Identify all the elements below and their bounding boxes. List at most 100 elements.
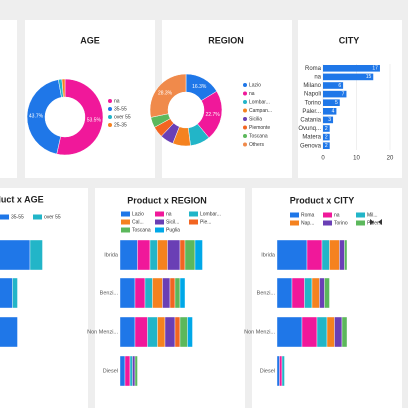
y-tick-label: Non Menzi... — [87, 329, 118, 335]
bar-segment — [304, 277, 313, 309]
legend-label: Mil... — [367, 212, 378, 218]
bar-segment — [129, 355, 133, 387]
legend-swatch — [121, 211, 130, 217]
data-label: 2 — [325, 143, 328, 149]
data-label: 17 — [372, 66, 378, 72]
bar-segment — [157, 316, 166, 348]
bar — [323, 133, 330, 141]
data-label: 4 — [332, 109, 335, 115]
bar-segment — [276, 316, 303, 348]
legend-swatch — [108, 115, 112, 119]
bar-segment — [119, 239, 138, 271]
bar-segment — [132, 355, 136, 387]
data-label: 16.3% — [192, 84, 207, 90]
legend-swatch — [108, 99, 112, 103]
legend-swatch — [33, 214, 42, 220]
y-tick-label: Milano — [303, 83, 321, 89]
bar-segment — [164, 316, 176, 348]
legend-label: Toscana — [132, 227, 151, 233]
legend-swatch — [155, 219, 164, 225]
bar — [323, 108, 337, 115]
legend-label: 25-35 — [114, 122, 127, 128]
legend-label: Lombar... — [200, 211, 221, 217]
data-label: 3 — [328, 117, 331, 123]
chart-title: AGE — [80, 35, 100, 45]
y-tick-label: Ovunq... — [298, 126, 321, 132]
legend-swatch — [243, 100, 247, 104]
legend-swatch — [155, 227, 164, 233]
bar-segment — [0, 316, 18, 348]
y-tick-label: Benzi... — [257, 290, 276, 296]
legend-swatch — [243, 91, 247, 96]
legend-label: na — [334, 212, 340, 218]
y-tick-label: Matera — [302, 135, 321, 141]
bar-segment — [324, 277, 330, 309]
data-label: 28.3% — [158, 90, 173, 96]
legend-label: na — [114, 98, 120, 104]
legend-swatch — [189, 219, 198, 225]
bar-segment — [0, 239, 31, 271]
bar-segment — [134, 277, 146, 309]
bar-segment — [344, 239, 348, 271]
bar-segment — [316, 316, 328, 348]
legend-swatch — [155, 211, 164, 217]
legend-pager[interactable] — [370, 219, 382, 225]
chart-title: CITY — [339, 35, 360, 45]
y-tick-label: Non Menzi... — [244, 329, 275, 335]
bar-segment — [162, 277, 171, 309]
bar-segment — [329, 239, 340, 271]
bar-segment — [144, 277, 153, 309]
data-label: 7 — [342, 91, 345, 97]
bar-segment — [321, 239, 330, 271]
donut-segment — [61, 78, 66, 98]
legend-label: Lombar... — [249, 99, 270, 105]
data-label: 2 — [325, 134, 328, 140]
y-tick-label: Genova — [300, 143, 322, 149]
legend-label: Lazio — [132, 211, 144, 217]
chart-title: Product x REGION — [127, 195, 207, 205]
donut-segment — [26, 79, 62, 155]
bar — [323, 73, 374, 81]
legend-label: Others — [249, 142, 265, 148]
legend-label: Toscana — [249, 133, 268, 139]
legend-swatch — [290, 212, 299, 218]
data-label: 43.7% — [29, 114, 44, 120]
legend-swatch — [290, 220, 299, 226]
bar-segment — [167, 239, 181, 271]
legend-label: over 55 — [114, 114, 131, 120]
y-tick-label: Roma — [305, 66, 322, 72]
legend-swatch — [189, 211, 198, 217]
legend-label: Lazio — [249, 82, 261, 88]
y-tick-label: Torino — [305, 100, 322, 106]
bar-segment — [174, 277, 181, 309]
legend-swatch — [243, 125, 247, 130]
legend-swatch — [121, 227, 130, 233]
legend-swatch — [108, 123, 112, 127]
bar-segment — [339, 239, 345, 271]
y-tick-label: Benzi... — [100, 290, 119, 296]
y-tick-label: Paler... — [302, 109, 321, 115]
legend-label: Campan... — [249, 108, 272, 114]
bar-segment — [301, 316, 318, 348]
legend-label: na — [166, 211, 172, 217]
bar — [323, 99, 340, 106]
y-tick-label: Ibrida — [104, 252, 119, 258]
bar-segment — [0, 277, 13, 309]
bar-segment — [319, 277, 325, 309]
bar-segment — [149, 239, 158, 271]
bar-segment — [276, 277, 293, 309]
legend-swatch — [0, 214, 9, 220]
bar-segment — [194, 239, 203, 271]
y-tick-label: Diesel — [260, 368, 275, 374]
bar-segment — [279, 355, 283, 387]
legend-swatch — [356, 220, 365, 226]
legend-label: Torino — [334, 220, 348, 226]
legend-swatch — [243, 83, 247, 87]
bar — [323, 82, 344, 89]
bar-segment — [179, 316, 188, 348]
bar-segment — [174, 316, 181, 348]
legend-label: 35-55 — [114, 106, 127, 112]
legend-swatch — [243, 108, 247, 113]
x-tick-label: 10 — [353, 156, 360, 162]
bar-segment — [137, 239, 151, 271]
